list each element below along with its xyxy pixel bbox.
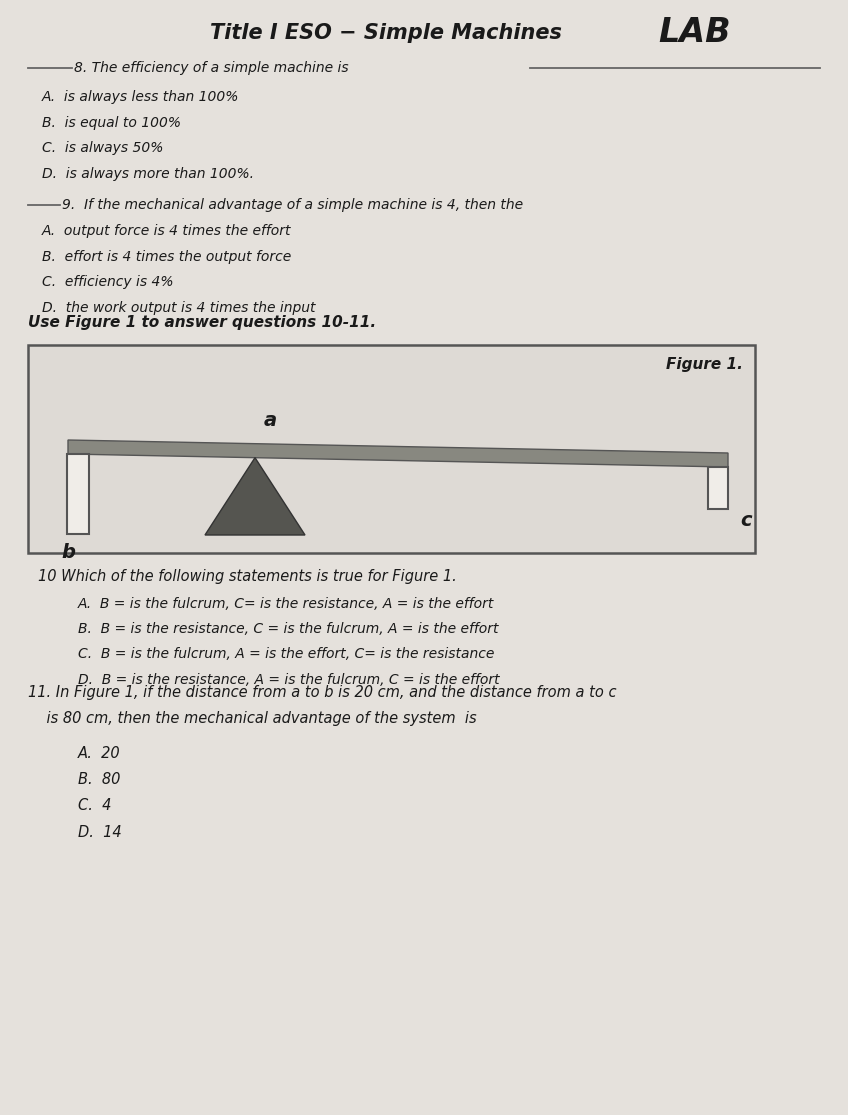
Text: a: a bbox=[264, 411, 276, 430]
Text: is 80 cm, then the mechanical advantage of the system  is: is 80 cm, then the mechanical advantage … bbox=[28, 711, 477, 726]
Bar bbox=[708, 467, 728, 508]
Text: B.  80: B. 80 bbox=[78, 772, 120, 787]
Text: D.  is always more than 100%.: D. is always more than 100%. bbox=[42, 166, 254, 181]
Text: 10 Which of the following statements is true for Figure 1.: 10 Which of the following statements is … bbox=[38, 570, 457, 584]
Text: C.  efficiency is 4%: C. efficiency is 4% bbox=[42, 275, 174, 289]
Text: D.  14: D. 14 bbox=[78, 825, 121, 840]
Text: c: c bbox=[740, 512, 751, 531]
Text: D.  the work output is 4 times the input: D. the work output is 4 times the input bbox=[42, 301, 315, 314]
Text: B.  B = is the resistance, C = is the fulcrum, A = is the effort: B. B = is the resistance, C = is the ful… bbox=[78, 622, 499, 636]
Text: B.  effort is 4 times the output force: B. effort is 4 times the output force bbox=[42, 250, 291, 263]
Text: Figure 1.: Figure 1. bbox=[667, 357, 743, 372]
Text: 8. The efficiency of a simple machine is: 8. The efficiency of a simple machine is bbox=[74, 61, 349, 75]
Text: LAB: LAB bbox=[658, 17, 731, 49]
Text: C.  B = is the fulcrum, A = is the effort, C= is the resistance: C. B = is the fulcrum, A = is the effort… bbox=[78, 648, 494, 661]
Text: Use Figure 1 to answer questions 10-11.: Use Figure 1 to answer questions 10-11. bbox=[28, 314, 377, 330]
Text: A.  output force is 4 times the effort: A. output force is 4 times the effort bbox=[42, 224, 292, 237]
Bar bbox=[28, 345, 755, 553]
Text: 11. In Figure 1, if the distance from a to b is 20 cm, and the distance from a t: 11. In Figure 1, if the distance from a … bbox=[28, 686, 616, 700]
Text: A.  20: A. 20 bbox=[78, 746, 120, 760]
Polygon shape bbox=[205, 457, 305, 535]
Text: b: b bbox=[61, 543, 75, 562]
Text: D.  B = is the resistance, A = is the fulcrum, C = is the effort: D. B = is the resistance, A = is the ful… bbox=[78, 673, 499, 687]
Text: A.  is always less than 100%: A. is always less than 100% bbox=[42, 90, 239, 104]
Bar bbox=[67, 454, 89, 534]
Text: A.  B = is the fulcrum, C= is the resistance, A = is the effort: A. B = is the fulcrum, C= is the resista… bbox=[78, 597, 494, 611]
Text: 9.  If the mechanical advantage of a simple machine is 4, then the: 9. If the mechanical advantage of a simp… bbox=[62, 198, 523, 212]
Text: C.  is always 50%: C. is always 50% bbox=[42, 140, 164, 155]
Text: Title I ESO − Simple Machines: Title I ESO − Simple Machines bbox=[210, 23, 570, 43]
Text: B.  is equal to 100%: B. is equal to 100% bbox=[42, 116, 181, 129]
Polygon shape bbox=[68, 440, 728, 467]
Text: C.  4: C. 4 bbox=[78, 798, 111, 814]
